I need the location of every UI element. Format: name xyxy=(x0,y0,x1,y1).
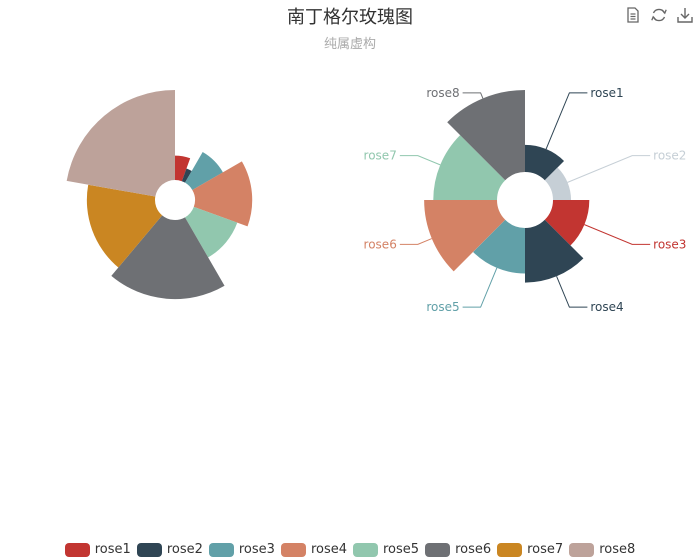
legend-swatch xyxy=(569,542,595,557)
legend-label: rose8 xyxy=(599,542,636,557)
slice-label-rose6: rose6 xyxy=(364,237,397,251)
rose-slice-rose7[interactable] xyxy=(86,184,163,268)
data-view-icon[interactable] xyxy=(624,6,642,24)
legend-label: rose4 xyxy=(310,542,347,557)
legend-swatch xyxy=(208,542,234,557)
rose-slice-rose7[interactable] xyxy=(433,135,506,200)
label-line-rose3 xyxy=(584,224,651,245)
slice-label-rose7: rose7 xyxy=(364,149,397,163)
legend-label: rose5 xyxy=(383,542,420,557)
rose-slice-rose8[interactable] xyxy=(66,90,175,197)
toolbox xyxy=(624,6,694,24)
slice-label-rose3: rose3 xyxy=(653,237,686,251)
slice-label-rose8: rose8 xyxy=(426,86,459,100)
rose-slice-rose2[interactable] xyxy=(544,167,572,200)
rose-slice-rose3[interactable] xyxy=(544,200,590,246)
legend-item-rose4[interactable]: rose4 xyxy=(280,542,347,557)
label-line-rose2 xyxy=(567,155,651,183)
rose-pie-radius xyxy=(66,90,253,300)
legend-item-rose2[interactable]: rose2 xyxy=(136,542,203,557)
slice-label-rose2: rose2 xyxy=(653,149,686,163)
legend-swatch xyxy=(353,542,378,557)
label-line-rose6 xyxy=(399,238,433,245)
legend-swatch xyxy=(425,542,451,557)
legend-item-rose3[interactable]: rose3 xyxy=(208,542,275,557)
legend-item-rose8[interactable]: rose8 xyxy=(569,542,635,557)
legend-item-rose1[interactable]: rose1 xyxy=(64,542,131,557)
legend-label: rose2 xyxy=(166,542,203,557)
rose-slice-rose5[interactable] xyxy=(473,219,525,274)
legend-swatch xyxy=(497,542,523,557)
chart-title: 南丁格尔玫瑰图 xyxy=(287,7,413,28)
label-line-rose4 xyxy=(556,276,588,308)
legend-swatch xyxy=(64,542,90,557)
slice-label-rose1: rose1 xyxy=(590,86,623,100)
legend-item-rose5[interactable]: rose5 xyxy=(353,542,419,557)
rose-slice-rose8[interactable] xyxy=(447,90,525,181)
slice-label-rose4: rose4 xyxy=(590,300,623,314)
rose-slice-rose1[interactable] xyxy=(175,155,191,182)
rose-slice-rose4[interactable] xyxy=(525,219,584,283)
chart-subtitle: 纯属虚构 xyxy=(323,37,376,52)
legend-item-rose7[interactable]: rose7 xyxy=(497,542,563,557)
legend-label: rose1 xyxy=(94,542,131,557)
restore-icon[interactable] xyxy=(650,6,668,24)
rose-slice-rose1[interactable] xyxy=(525,144,565,181)
label-line-rose1 xyxy=(545,92,588,150)
save-image-icon[interactable] xyxy=(676,6,694,24)
legend: rose1 rose2 rose3 rose4 rose5 rose6 rose… xyxy=(0,542,700,557)
rose-slice-rose6[interactable] xyxy=(424,200,506,272)
rose-slice-rose3[interactable] xyxy=(185,152,223,190)
label-line-rose5 xyxy=(462,267,498,308)
rose-slice-rose6[interactable] xyxy=(111,215,225,300)
rose-slice-rose4[interactable] xyxy=(192,161,253,227)
legend-label: rose3 xyxy=(238,542,275,557)
slice-label-rose5: rose5 xyxy=(426,300,459,314)
label-line-rose8 xyxy=(462,92,484,99)
legend-swatch xyxy=(136,542,162,557)
rose-slice-rose2[interactable] xyxy=(181,168,192,183)
legend-swatch xyxy=(280,542,306,557)
legend-label: rose6 xyxy=(455,542,492,557)
rose-pie-area: rose1 rose2 rose3 rose4 rose5 rose6 rose7 rose8 xyxy=(364,86,687,314)
legend-label: rose7 xyxy=(527,542,564,557)
rose-slice-rose5[interactable] xyxy=(185,206,238,258)
label-line-rose7 xyxy=(399,155,441,166)
legend-item-rose6[interactable]: rose6 xyxy=(425,542,491,557)
